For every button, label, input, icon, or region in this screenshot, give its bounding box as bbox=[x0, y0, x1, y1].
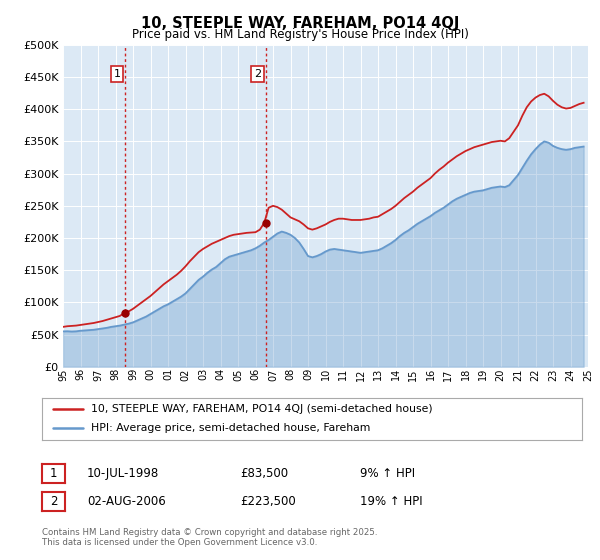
Text: HPI: Average price, semi-detached house, Fareham: HPI: Average price, semi-detached house,… bbox=[91, 423, 370, 433]
Text: 10-JUL-1998: 10-JUL-1998 bbox=[87, 466, 159, 480]
Text: 19% ↑ HPI: 19% ↑ HPI bbox=[360, 494, 422, 508]
Text: 9% ↑ HPI: 9% ↑ HPI bbox=[360, 466, 415, 480]
Text: 2: 2 bbox=[254, 69, 262, 79]
Text: 10, STEEPLE WAY, FAREHAM, PO14 4QJ: 10, STEEPLE WAY, FAREHAM, PO14 4QJ bbox=[141, 16, 459, 31]
Text: £83,500: £83,500 bbox=[240, 466, 288, 480]
Text: 2: 2 bbox=[50, 494, 57, 508]
Text: 02-AUG-2006: 02-AUG-2006 bbox=[87, 494, 166, 508]
Text: 1: 1 bbox=[50, 466, 57, 480]
Text: Contains HM Land Registry data © Crown copyright and database right 2025.
This d: Contains HM Land Registry data © Crown c… bbox=[42, 528, 377, 547]
Text: 10, STEEPLE WAY, FAREHAM, PO14 4QJ (semi-detached house): 10, STEEPLE WAY, FAREHAM, PO14 4QJ (semi… bbox=[91, 404, 432, 414]
Text: 1: 1 bbox=[113, 69, 121, 79]
Text: Price paid vs. HM Land Registry's House Price Index (HPI): Price paid vs. HM Land Registry's House … bbox=[131, 28, 469, 41]
Text: £223,500: £223,500 bbox=[240, 494, 296, 508]
